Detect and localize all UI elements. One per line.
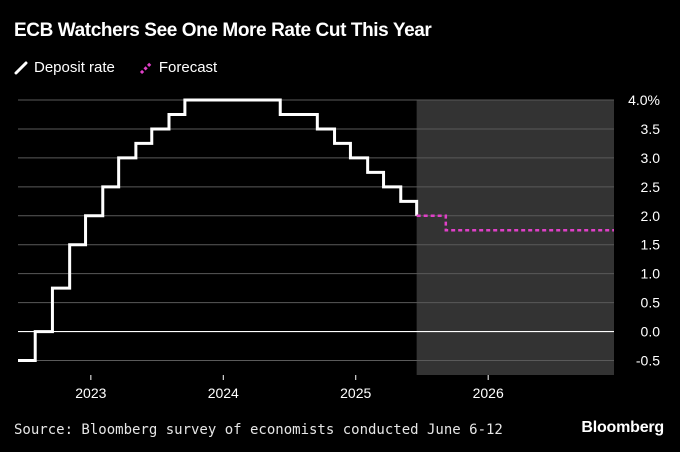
y-tick-label: -0.5 xyxy=(636,353,660,369)
forecast-shaded-region xyxy=(416,100,614,375)
legend-label-forecast: Forecast xyxy=(158,59,218,76)
y-tick-label: 2.5 xyxy=(641,179,661,195)
y-tick-label: 2.0 xyxy=(641,208,661,224)
y-tick-label: 1.0 xyxy=(641,266,661,282)
source-note: Source: Bloomberg survey of economists c… xyxy=(14,422,503,438)
x-tick-label: 2024 xyxy=(208,385,239,401)
y-tick-label: 1.5 xyxy=(641,237,661,253)
forecast-line xyxy=(416,214,614,232)
y-tick-label: 3.5 xyxy=(641,121,661,137)
chart-title: ECB Watchers See One More Rate Cut This … xyxy=(14,20,432,41)
legend-item-deposit-rate: Deposit rate xyxy=(14,59,115,76)
y-tick-label: 0.5 xyxy=(641,295,661,311)
bloomberg-logo: Bloomberg xyxy=(581,419,664,436)
x-tick-label: 2026 xyxy=(473,385,504,401)
y-tick-label: 3.0 xyxy=(641,150,661,166)
dashed-line-swatch-icon xyxy=(139,61,153,75)
deposit-rate-line xyxy=(18,98,419,363)
x-tick-label: 2025 xyxy=(340,385,371,401)
legend-item-forecast: Forecast xyxy=(139,59,217,76)
chart-legend: Deposit rate Forecast xyxy=(14,59,241,76)
solid-line-swatch-icon xyxy=(14,61,28,75)
legend-label-deposit-rate: Deposit rate xyxy=(34,59,115,76)
x-tick-label: 2023 xyxy=(75,385,106,401)
y-tick-label: 0.0 xyxy=(641,324,661,340)
y-tick-label: 4.0% xyxy=(628,92,660,108)
